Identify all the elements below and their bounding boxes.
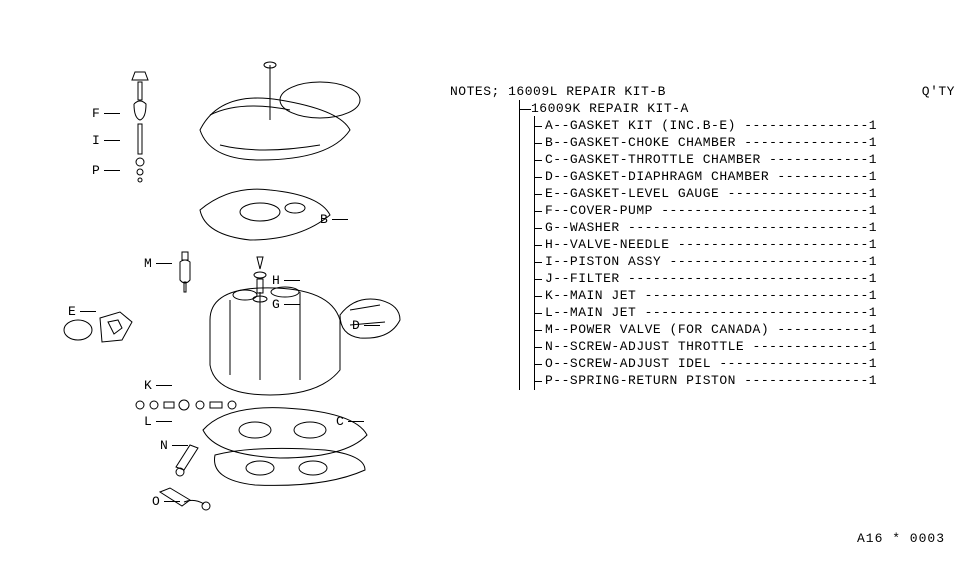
exploded-view-diagram [20,60,420,520]
leader-N [172,445,188,446]
diaphragm-chamber [335,290,405,345]
callout-K: K [144,378,152,393]
callout-E: E [68,304,76,319]
tree-tick-inner [534,211,542,212]
part-row-C: C--GASKET-THROTTLE CHAMBER ------------1 [545,152,877,169]
tree-tick-inner [534,347,542,348]
callout-O: O [152,494,160,509]
piston-stack [120,70,160,190]
notes-prefix: NOTES; [450,84,500,99]
tree-bracket-outer [519,100,520,390]
part-row-G: G--WASHER -----------------------------1 [545,220,877,237]
leader-O [164,501,180,502]
callout-F: F [92,106,100,121]
callout-L: L [144,414,152,429]
kit-b-name: REPAIR KIT-B [566,84,666,99]
kit-a-code: 16009K [531,101,581,116]
kit-a-line: 16009K REPAIR KIT-A [531,101,689,116]
leader-K [156,385,172,386]
part-row-I: I--PISTON ASSY ------------------------1 [545,254,877,271]
tree-tick-inner [534,364,542,365]
leader-G [284,304,300,305]
tree-tick-inner [534,381,542,382]
part-row-M: M--POWER VALVE (FOR CANADA) -----------1 [545,322,877,339]
leader-M [156,263,172,264]
leader-L [156,421,172,422]
power-valve [170,250,200,295]
part-row-J: J--FILTER -----------------------------1 [545,271,877,288]
tree-tick-inner [534,279,542,280]
qty-header: Q'TY [922,84,955,99]
tree-tick-inner [534,330,542,331]
tree-tick-inner [534,228,542,229]
callout-C: C [336,414,344,429]
notes-label: NOTES; 16009L REPAIR KIT-B [450,84,666,99]
part-row-N: N--SCREW-ADJUST THROTTLE --------------1 [545,339,877,356]
tree-tick-inner [534,262,542,263]
leader-H [284,280,300,281]
part-row-D: D--GASKET-DIAPHRAGM CHAMBER -----------1 [545,169,877,186]
leader-F [104,113,120,114]
tree-tick-inner [534,126,542,127]
tree-tick-inner [534,160,542,161]
callout-H: H [272,273,280,288]
leader-C [348,421,364,422]
tree-tick-inner [534,296,542,297]
callout-B: B [320,212,328,227]
part-row-F: F--COVER-PUMP -------------------------1 [545,203,877,220]
tree-bracket-inner [534,116,535,390]
part-row-O: O--SCREW-ADJUST IDEL ------------------1 [545,356,877,373]
callout-I: I [92,133,100,148]
leader-I [104,140,120,141]
parts-list: A--GASKET KIT (INC.B-E) ---------------1… [545,118,877,390]
tree-tick-inner [534,313,542,314]
kit-b-code: 16009L [508,84,558,99]
callout-M: M [144,256,152,271]
leader-B [332,219,348,220]
part-row-K: K--MAIN JET ---------------------------1 [545,288,877,305]
tree-tick-inner [534,245,542,246]
leader-P [104,170,120,171]
upper-body-assembly [180,60,370,180]
part-row-E: E--GASKET-LEVEL GAUGE -----------------1 [545,186,877,203]
part-row-H: H--VALVE-NEEDLE -----------------------1 [545,237,877,254]
callout-P: P [92,163,100,178]
footer-code: A16 * 0003 [857,531,945,546]
needle-valve [245,255,275,305]
kit-a-name: REPAIR KIT-A [589,101,689,116]
part-row-B: B--GASKET-CHOKE CHAMBER ---------------1 [545,135,877,152]
callout-G: G [272,297,280,312]
float-chamber [190,180,340,250]
tree-tick-inner [534,177,542,178]
leader-E [80,311,96,312]
tree-tick-inner [534,143,542,144]
part-row-P: P--SPRING-RETURN PISTON ---------------1 [545,373,877,390]
tree-tick-inner [534,194,542,195]
part-row-A: A--GASKET KIT (INC.B-E) ---------------1 [545,118,877,135]
tree-tick-outer [519,109,531,110]
callout-D: D [352,318,360,333]
part-row-L: L--MAIN JET ---------------------------1 [545,305,877,322]
leader-D [364,325,380,326]
callout-N: N [160,438,168,453]
